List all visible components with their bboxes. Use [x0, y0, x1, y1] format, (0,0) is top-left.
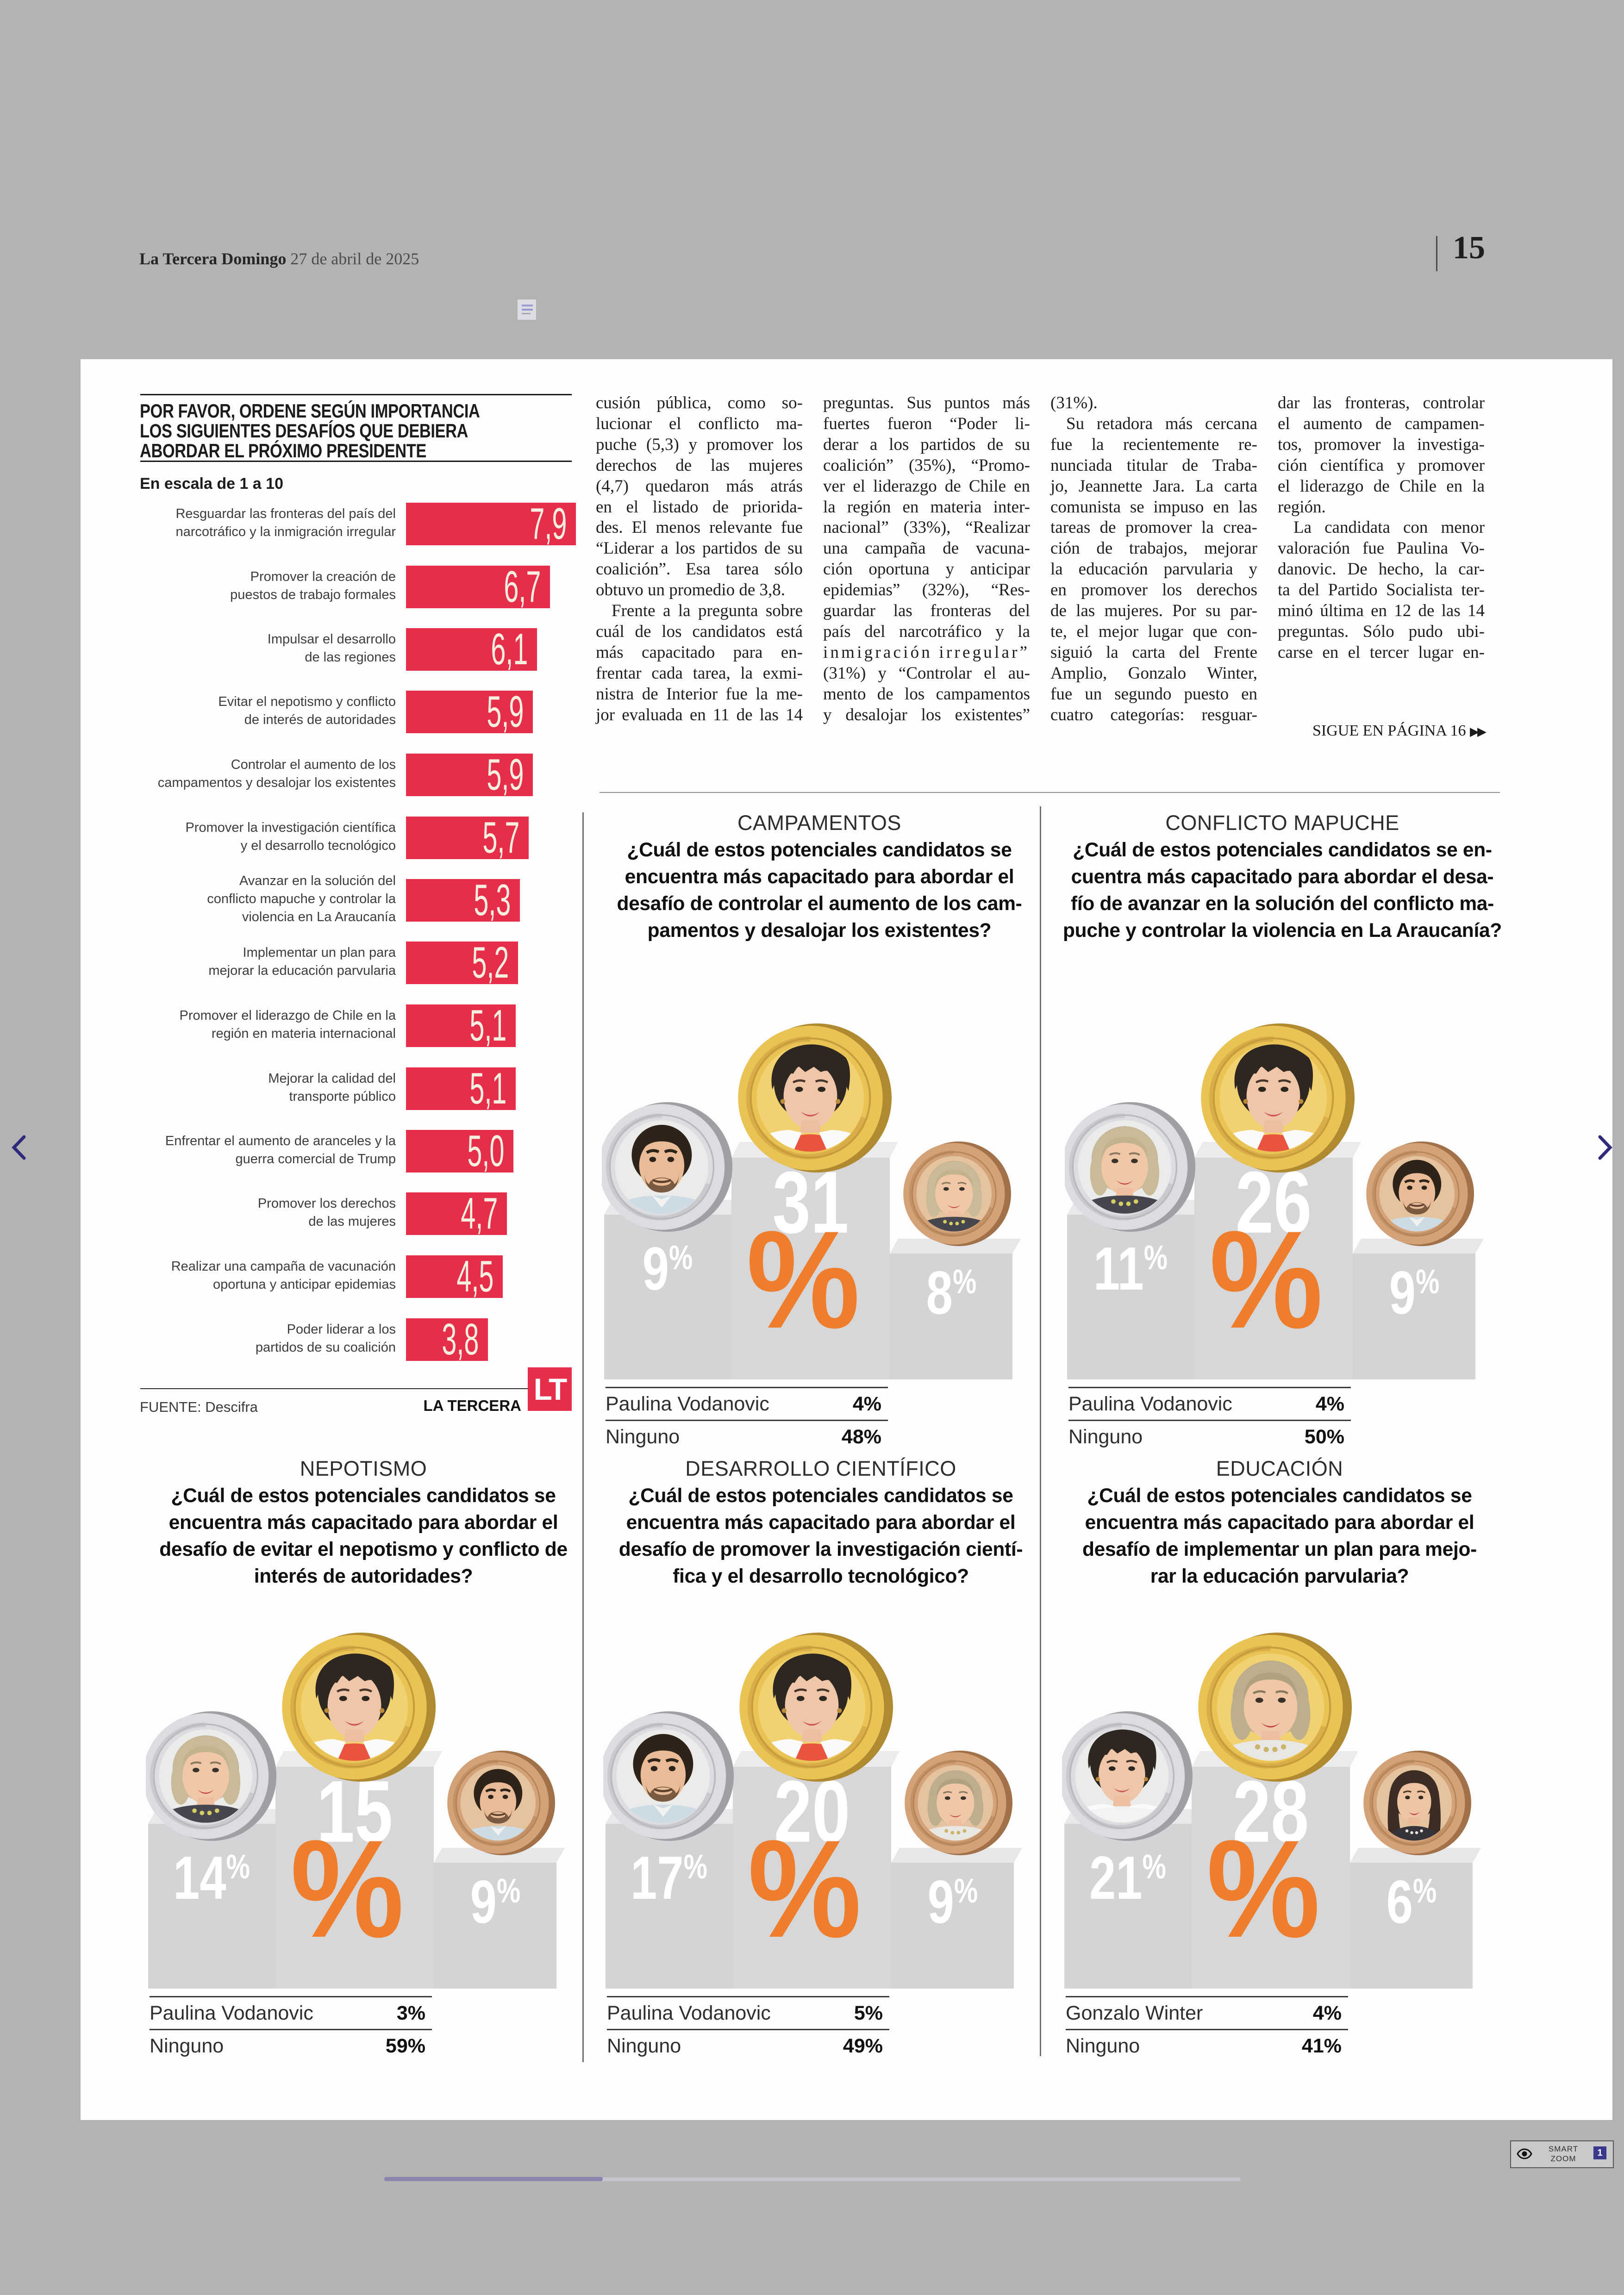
- svg-text:%: %: [1209, 1202, 1323, 1357]
- svg-text:%: %: [290, 1811, 404, 1966]
- svg-text:%: %: [746, 1202, 860, 1357]
- svg-text:%: %: [1206, 1811, 1320, 1966]
- svg-text:%: %: [748, 1811, 861, 1966]
- svg-text:9%: 9%: [1389, 1259, 1440, 1327]
